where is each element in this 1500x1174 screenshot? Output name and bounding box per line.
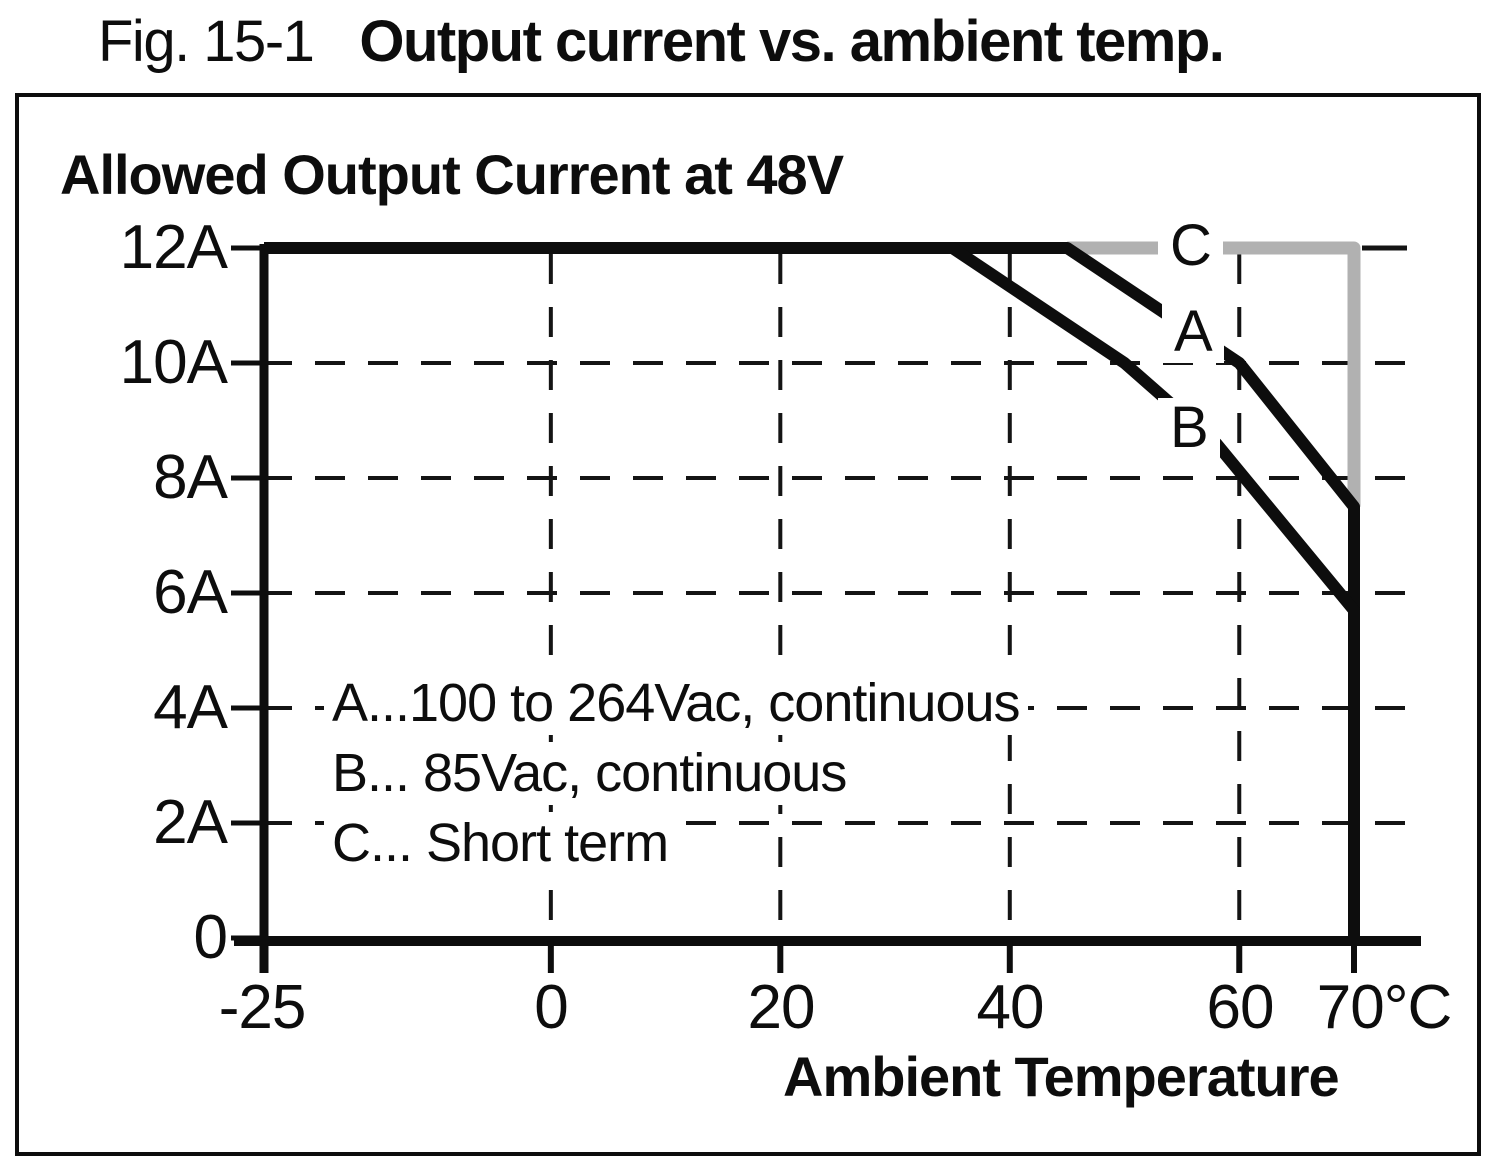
x-tick-label-20: 20 xyxy=(747,973,816,1042)
x-axis-title: Ambient Temperature xyxy=(783,1045,1340,1108)
y-tick-label-6a: 6A xyxy=(153,558,228,627)
legend-line-c: C... Short term xyxy=(324,812,677,876)
x-tick-label-40: 40 xyxy=(976,973,1045,1042)
legend-line-a: A...100 to 264Vac, continuous xyxy=(324,672,1028,736)
x-tick-label-neg25: -25 xyxy=(218,973,307,1042)
y-tick-label-12a: 12A xyxy=(119,213,228,282)
series-c-line xyxy=(1067,241,1361,507)
curve-label-a: A xyxy=(1162,301,1224,363)
figure-caption: Fig. 15-1 Output current vs. ambient temp… xyxy=(98,8,1225,75)
chart-title: Allowed Output Current at 48V xyxy=(60,143,844,206)
x-tick-label-0: 0 xyxy=(534,973,568,1042)
y-tick-label-8a: 8A xyxy=(153,443,228,512)
curve-label-c: C xyxy=(1158,215,1223,277)
legend-line-b: B... 85Vac, continuous xyxy=(324,742,855,806)
curve-label-b: B xyxy=(1158,397,1220,459)
x-tick-label-60: 60 xyxy=(1206,973,1275,1042)
y-tick-label-4a: 4A xyxy=(153,673,228,742)
y-tick-label-2a: 2A xyxy=(153,788,228,857)
figure-caption-title: Output current vs. ambient temp. xyxy=(359,9,1225,74)
y-tick-label-10a: 10A xyxy=(119,328,228,397)
y-tick-label-0: 0 xyxy=(193,903,228,972)
figure-caption-number: Fig. 15-1 xyxy=(98,9,315,74)
figure-border xyxy=(15,93,1481,1156)
x-tick-label-70c: 70°C xyxy=(1316,973,1453,1042)
